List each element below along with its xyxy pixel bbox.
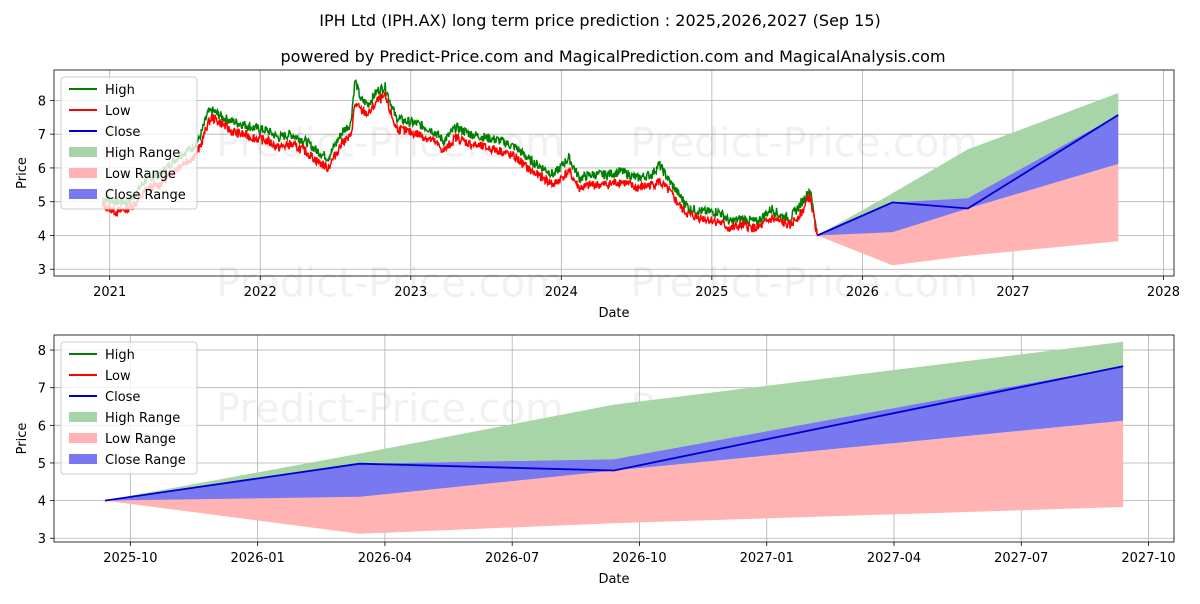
top-panel: Predict-Price.com Predict-Price.com Predic… [15,69,1180,321]
legend-label: High Range [105,411,180,426]
legend-label: Low Range [105,432,176,447]
y-tick-label: 5 [38,196,46,211]
chart-title: IPH Ltd (IPH.AX) long term price predict… [319,11,881,30]
legend-swatch [69,168,97,178]
watermark: Predict-Price.com [630,121,978,167]
y-tick-label: 7 [38,128,46,143]
close-series-line [104,365,1124,502]
legend-swatch [69,412,97,422]
x-axis-label: Date [598,572,629,587]
x-tick-label: 2026-04 [358,551,412,566]
plot-frame [53,334,1175,543]
x-tick-label: 2023 [394,285,427,300]
watermark: Predict-Price.com [216,261,564,307]
low-series-line [101,91,818,236]
plot-frame [53,69,1175,277]
legend-label: Low [105,369,131,384]
x-tick-label: 2024 [545,285,578,300]
legend-label: High Range [105,146,180,161]
x-tick-label: 2025 [695,285,728,300]
y-tick-label: 4 [38,229,46,244]
y-axis-label: Price [15,157,30,189]
x-tick-label: 2027-07 [994,551,1048,566]
y-tick-label: 7 [38,382,46,397]
x-tick-label: 2025-10 [103,551,157,566]
x-tick-label: 2028 [1147,285,1180,300]
high-range-band [817,93,1119,236]
y-axis-label: Price [15,423,30,455]
legend-label: Close Range [105,453,186,468]
legend-swatch [69,147,97,157]
legend-swatch [69,189,97,199]
y-tick-label: 6 [38,162,46,177]
bottom-panel: Predict-Price.comPredict-Price.com2025-1… [15,334,1176,587]
low-range-band [817,163,1119,266]
close-series-line [816,114,1119,237]
x-tick-label: 2026 [846,285,879,300]
y-tick-label: 4 [38,495,46,510]
legend-label: Close Range [105,188,186,203]
legend-label: Close [105,125,140,140]
low-range-band [104,420,1124,534]
y-tick-label: 3 [38,532,46,547]
legend-label: High [105,83,135,98]
legend-swatch [69,454,97,464]
y-tick-label: 3 [38,263,46,278]
legend-label: Low Range [105,167,176,182]
x-tick-label: 2021 [93,285,126,300]
watermark: Predict-Price.com [630,261,978,307]
y-tick-label: 5 [38,457,46,472]
x-tick-label: 2026-01 [230,551,284,566]
y-tick-label: 8 [38,344,46,359]
chart-subtitle: powered by Predict-Price.com and Magical… [280,47,945,66]
legend-label: Low [105,104,131,119]
watermark: Predict-Price.com [216,386,564,432]
high-series-line [101,79,818,235]
x-tick-label: 2027-10 [1121,551,1175,566]
x-tick-label: 2027-04 [867,551,921,566]
x-tick-label: 2026-07 [485,551,539,566]
x-tick-label: 2027 [996,285,1029,300]
close-range-band [817,114,1119,236]
legend-label: High [105,348,135,363]
x-tick-label: 2022 [244,285,277,300]
legend-label: Close [105,390,140,405]
x-tick-label: 2026-10 [612,551,666,566]
y-tick-label: 6 [38,419,46,434]
y-tick-label: 8 [38,94,46,109]
high-range-band [104,341,1124,501]
close-range-band [104,366,1124,501]
x-tick-label: 2027-01 [740,551,794,566]
legend-swatch [69,433,97,443]
x-axis-label: Date [598,306,629,321]
